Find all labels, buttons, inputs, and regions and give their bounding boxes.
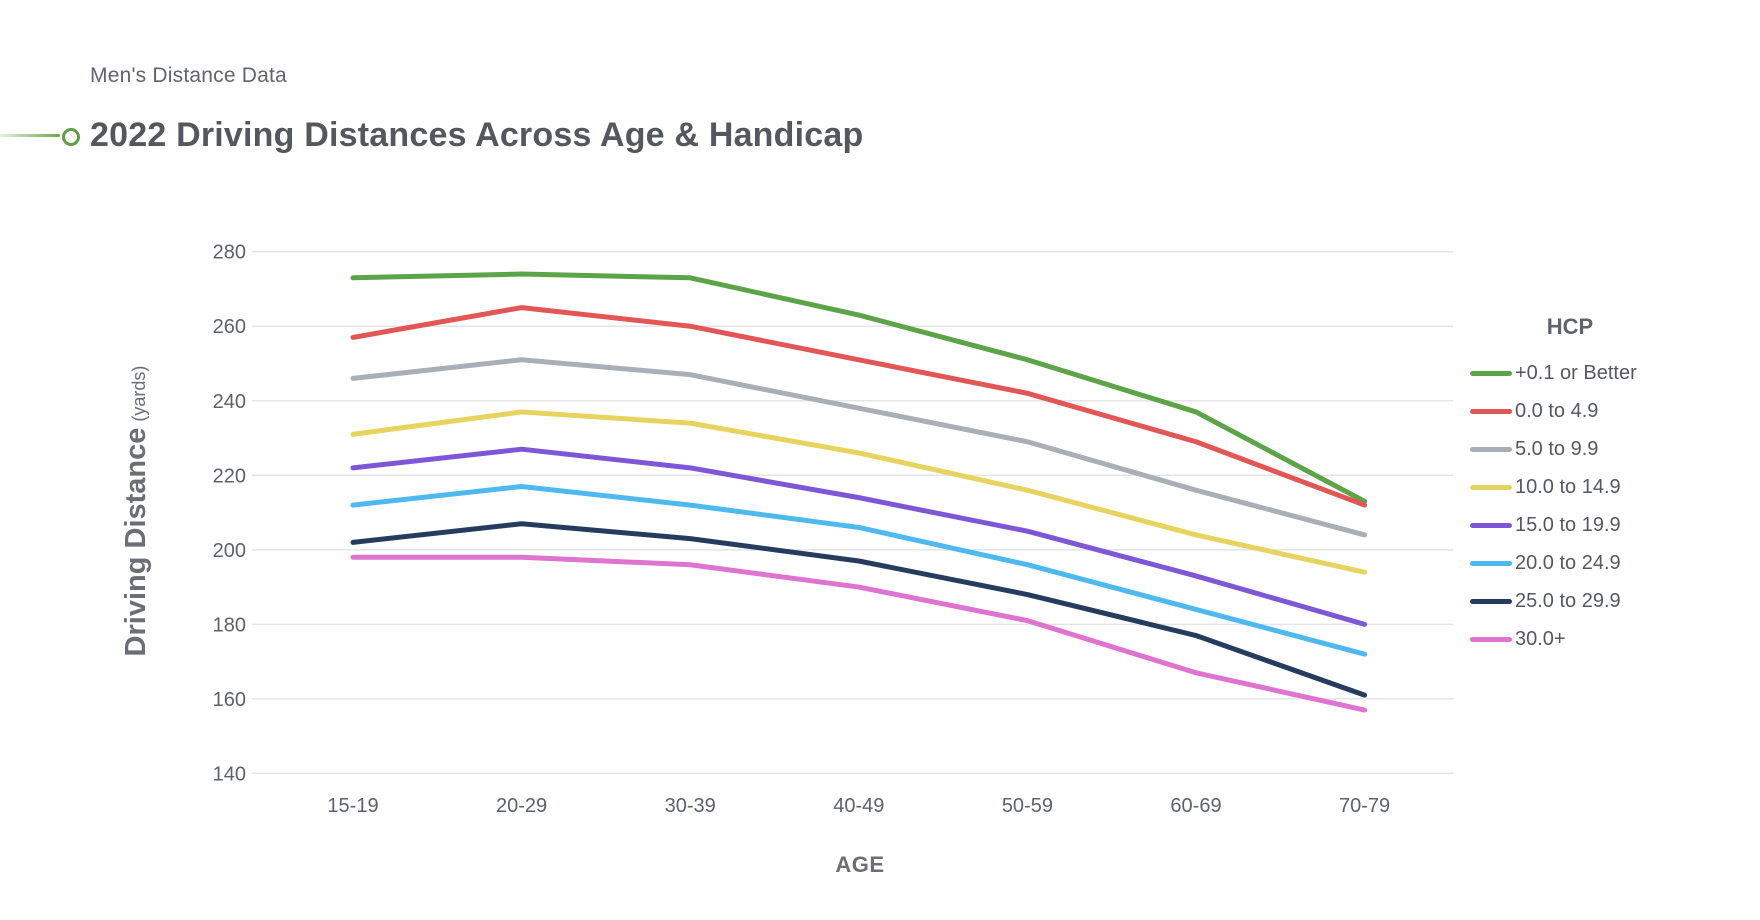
legend-title: HCP (1546, 314, 1594, 339)
legend-item-label: 25.0 to 29.9 (1515, 589, 1621, 612)
legend-item-label: 0.0 to 4.9 (1515, 399, 1599, 422)
x-tick-label: 50-59 (1002, 795, 1053, 817)
series-line-25-0-to-29-9 (350, 521, 1368, 698)
series-line-20-0-to-24-9 (350, 483, 1368, 657)
legend-swatch-icon (1470, 370, 1512, 376)
legend-item-label: 30.0+ (1515, 627, 1566, 650)
y-tick-label: 200 (213, 540, 246, 562)
legend-item-label: 10.0 to 14.9 (1515, 475, 1621, 498)
series-line-30-0+ (350, 554, 1368, 713)
legend-item: 25.0 to 29.9 (1470, 586, 1670, 616)
legend-swatch-icon (1470, 522, 1512, 528)
x-tick-label: 20-29 (496, 795, 547, 817)
series-line-0-0-to-4-9 (350, 305, 1368, 508)
legend-item-label: 15.0 to 19.9 (1515, 513, 1621, 536)
legend-item: +0.1 or Better (1470, 358, 1670, 388)
legend-item-label: +0.1 or Better (1515, 361, 1637, 384)
legend-swatch-icon (1470, 408, 1512, 414)
series-line-+0-1-or-better (350, 271, 1368, 504)
legend-item: 30.0+ (1470, 624, 1670, 654)
y-axis-title-unit: (yards) (129, 365, 149, 422)
gridlines (252, 250, 1453, 775)
x-tick-label: 70-79 (1339, 795, 1390, 817)
x-axis-title: AGE (835, 852, 885, 877)
x-axis-tick-labels: 15-19 20-29 30-39 40-49 50-59 60-69 70-79 (327, 795, 1390, 817)
legend-item: 10.0 to 14.9 (1470, 472, 1670, 502)
legend-swatch-icon (1470, 446, 1512, 452)
legend-item: 0.0 to 4.9 (1470, 396, 1670, 426)
legend-swatch-icon (1470, 636, 1512, 642)
legend-item: 5.0 to 9.9 (1470, 434, 1670, 464)
legend-swatch-icon (1470, 484, 1512, 490)
y-tick-label: 140 (213, 763, 246, 785)
series-line-10-0-to-14-9 (350, 409, 1368, 575)
title-accent-ring-icon (62, 128, 80, 146)
y-axis-title: Driving Distance (yards) (120, 261, 152, 761)
legend-item: 20.0 to 24.9 (1470, 548, 1670, 578)
legend-items: +0.1 or Better 0.0 to 4.9 5.0 to 9.9 10.0 t… (1470, 358, 1670, 654)
y-tick-label: 280 (213, 242, 246, 264)
y-axis-title-text: Driving Distance (120, 427, 152, 657)
legend-item-label: 5.0 to 9.9 (1515, 437, 1599, 460)
y-tick-label: 260 (213, 316, 246, 338)
y-tick-label: 160 (213, 689, 246, 711)
y-axis-tick-labels: 140 160 180 200 220 240 260 280 (213, 242, 246, 786)
y-tick-label: 220 (213, 465, 246, 487)
series-line-15-0-to-19-9 (350, 446, 1368, 627)
x-tick-label: 15-19 (327, 795, 378, 817)
title-accent-line (0, 134, 60, 137)
chart-subtitle: Men's Distance Data (90, 64, 287, 87)
x-tick-label: 60-69 (1170, 795, 1221, 817)
series-line-5-0-to-9-9 (350, 357, 1368, 538)
legend-swatch-icon (1470, 598, 1512, 604)
legend-item-label: 20.0 to 24.9 (1515, 551, 1621, 574)
y-tick-label: 180 (213, 614, 246, 636)
series-lines (350, 271, 1368, 713)
x-tick-label: 40-49 (833, 795, 884, 817)
legend-item: 15.0 to 19.9 (1470, 510, 1670, 540)
chart-title: 2022 Driving Distances Across Age & Hand… (90, 116, 864, 154)
x-tick-label: 30-39 (665, 795, 716, 817)
legend-swatch-icon (1470, 560, 1512, 566)
y-tick-label: 240 (213, 391, 246, 413)
legend: HCP +0.1 or Better 0.0 to 4.9 5.0 to 9.9 10… (1470, 314, 1670, 662)
